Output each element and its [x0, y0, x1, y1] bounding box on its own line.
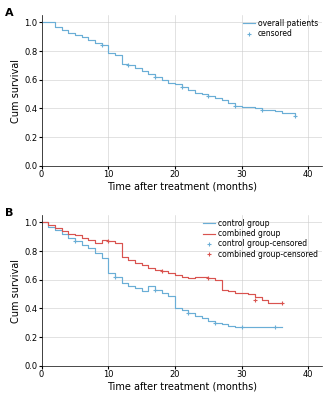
censored: [126, 63, 130, 68]
overall patients: [100, 43, 104, 48]
combined group-censored: [106, 239, 110, 244]
control group-censored: [186, 310, 190, 315]
control group: [233, 325, 237, 330]
overall patients: [293, 113, 297, 118]
control group-censored: [213, 320, 217, 325]
censored: [233, 103, 237, 108]
control group: [280, 325, 283, 330]
Line: combined group-censored: combined group-censored: [106, 239, 284, 305]
combined group: [280, 300, 283, 305]
X-axis label: Time after treatment (months): Time after treatment (months): [107, 382, 257, 392]
overall patients: [166, 80, 170, 85]
control group: [206, 319, 210, 324]
combined group-censored: [160, 269, 164, 274]
Y-axis label: Cum survival: Cum survival: [12, 258, 21, 322]
control group: [66, 236, 70, 241]
control group: [246, 325, 250, 330]
combined group: [266, 300, 270, 305]
combined group: [260, 294, 264, 299]
Y-axis label: Cum survival: Cum survival: [12, 58, 21, 122]
overall patients: [40, 20, 44, 25]
overall patients: [246, 104, 250, 109]
combined group: [93, 240, 97, 245]
control group: [140, 289, 144, 294]
Text: B: B: [5, 208, 14, 218]
censored: [206, 93, 210, 98]
control group: [133, 283, 137, 288]
censored: [293, 113, 297, 118]
Line: control group-censored: control group-censored: [73, 239, 278, 330]
overall patients: [266, 108, 270, 112]
Legend: overall patients, censored: overall patients, censored: [242, 18, 319, 40]
Text: A: A: [5, 8, 14, 18]
combined group: [246, 292, 250, 296]
combined group-censored: [280, 300, 283, 305]
Line: control group: control group: [42, 222, 281, 327]
Line: overall patients: overall patients: [42, 22, 295, 116]
overall patients: [253, 106, 257, 111]
overall patients: [126, 63, 130, 68]
combined group-censored: [253, 298, 257, 302]
combined group: [160, 269, 164, 274]
control group: [40, 220, 44, 225]
censored: [260, 108, 264, 112]
control group: [73, 239, 77, 244]
Line: censored: censored: [99, 43, 297, 118]
combined group: [40, 220, 44, 225]
combined group: [240, 290, 244, 295]
Line: combined group: combined group: [42, 222, 281, 303]
censored: [180, 84, 183, 89]
Legend: control group, combined group, control group-censored, combined group-censored: control group, combined group, control g…: [202, 218, 319, 260]
combined group-censored: [206, 276, 210, 281]
control group-censored: [273, 325, 277, 330]
censored: [100, 43, 104, 48]
censored: [153, 74, 157, 79]
control group-censored: [240, 325, 244, 330]
control group-censored: [153, 288, 157, 292]
control group-censored: [73, 239, 77, 244]
combined group: [120, 254, 124, 259]
X-axis label: Time after treatment (months): Time after treatment (months): [107, 182, 257, 192]
control group-censored: [113, 274, 117, 279]
